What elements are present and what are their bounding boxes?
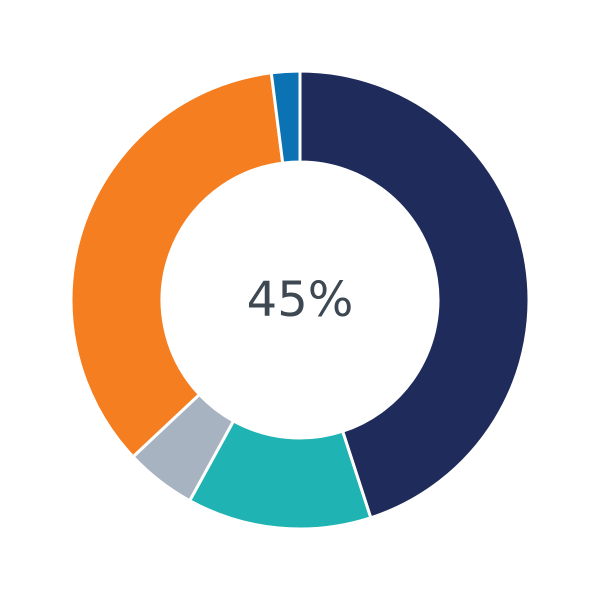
donut-slice-1 bbox=[298, 69, 531, 520]
donut-slice-5 bbox=[269, 69, 302, 165]
donut-slice-4 bbox=[69, 71, 285, 459]
center-percentage-label: 45% bbox=[246, 272, 354, 328]
